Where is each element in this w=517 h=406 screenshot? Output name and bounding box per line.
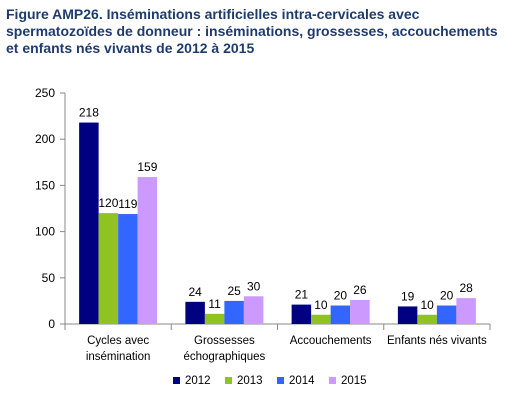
data-label: 30 xyxy=(247,279,261,293)
data-label: 11 xyxy=(208,297,221,311)
data-label: 10 xyxy=(314,298,328,312)
legend-swatch-2015 xyxy=(329,377,336,384)
y-tick-label: 250 xyxy=(35,86,55,100)
bar-2015 xyxy=(137,177,158,324)
legend-swatch-2013 xyxy=(225,377,232,384)
legend-label-2014: 2014 xyxy=(289,375,315,387)
y-tick-label: 50 xyxy=(42,271,56,285)
y-tick-label: 0 xyxy=(48,317,55,331)
y-tick-label: 100 xyxy=(35,225,55,239)
bar-2015 xyxy=(243,296,264,324)
bar-2012 xyxy=(291,304,312,324)
legend-swatch-2012 xyxy=(173,377,180,384)
data-label: 20 xyxy=(334,289,348,303)
y-tick-label: 150 xyxy=(35,178,55,192)
category-label: Enfants nés vivants xyxy=(387,335,487,347)
category-label: Cycles avec xyxy=(87,335,149,347)
data-label: 20 xyxy=(440,289,454,303)
bar-2014 xyxy=(118,214,138,324)
data-label: 28 xyxy=(459,281,473,295)
legend-label-2015: 2015 xyxy=(341,375,367,387)
chart-title: Figure AMP26. Inséminations artificielle… xyxy=(6,6,512,57)
figure-title: Inséminations artificielles intra-cervic… xyxy=(6,6,498,56)
category-label: échographiques xyxy=(183,351,265,363)
data-label: 120 xyxy=(98,196,118,210)
bar-2014 xyxy=(330,305,351,324)
bar-2012 xyxy=(397,306,418,324)
y-tick-label: 200 xyxy=(35,132,55,146)
legend-label-2013: 2013 xyxy=(237,375,263,387)
bar-2012 xyxy=(79,122,99,325)
legend-label-2012: 2012 xyxy=(185,375,211,387)
data-label: 10 xyxy=(420,298,434,312)
data-label: 26 xyxy=(353,283,367,297)
data-label: 218 xyxy=(79,106,99,120)
data-label: 19 xyxy=(401,289,415,303)
bar-2015 xyxy=(456,298,476,324)
bar-2014 xyxy=(436,305,457,324)
category-label: Grossesses xyxy=(194,335,255,347)
category-label: insémination xyxy=(86,351,151,363)
bar-2015 xyxy=(350,299,370,324)
data-label: 119 xyxy=(118,197,137,211)
bar-2013 xyxy=(311,314,331,324)
category-label: Accouchements xyxy=(290,335,372,347)
data-label: 21 xyxy=(295,288,309,302)
data-label: 159 xyxy=(137,160,157,174)
bar-2013 xyxy=(204,313,225,324)
bar-2013 xyxy=(98,213,119,324)
data-label: 24 xyxy=(188,285,202,299)
figure-prefix: Figure AMP26. xyxy=(6,6,103,22)
bar-2014 xyxy=(224,300,244,324)
bar-2013 xyxy=(417,314,437,324)
data-label: 25 xyxy=(227,284,241,298)
bar-2012 xyxy=(185,301,205,324)
legend-swatch-2014 xyxy=(277,377,284,384)
